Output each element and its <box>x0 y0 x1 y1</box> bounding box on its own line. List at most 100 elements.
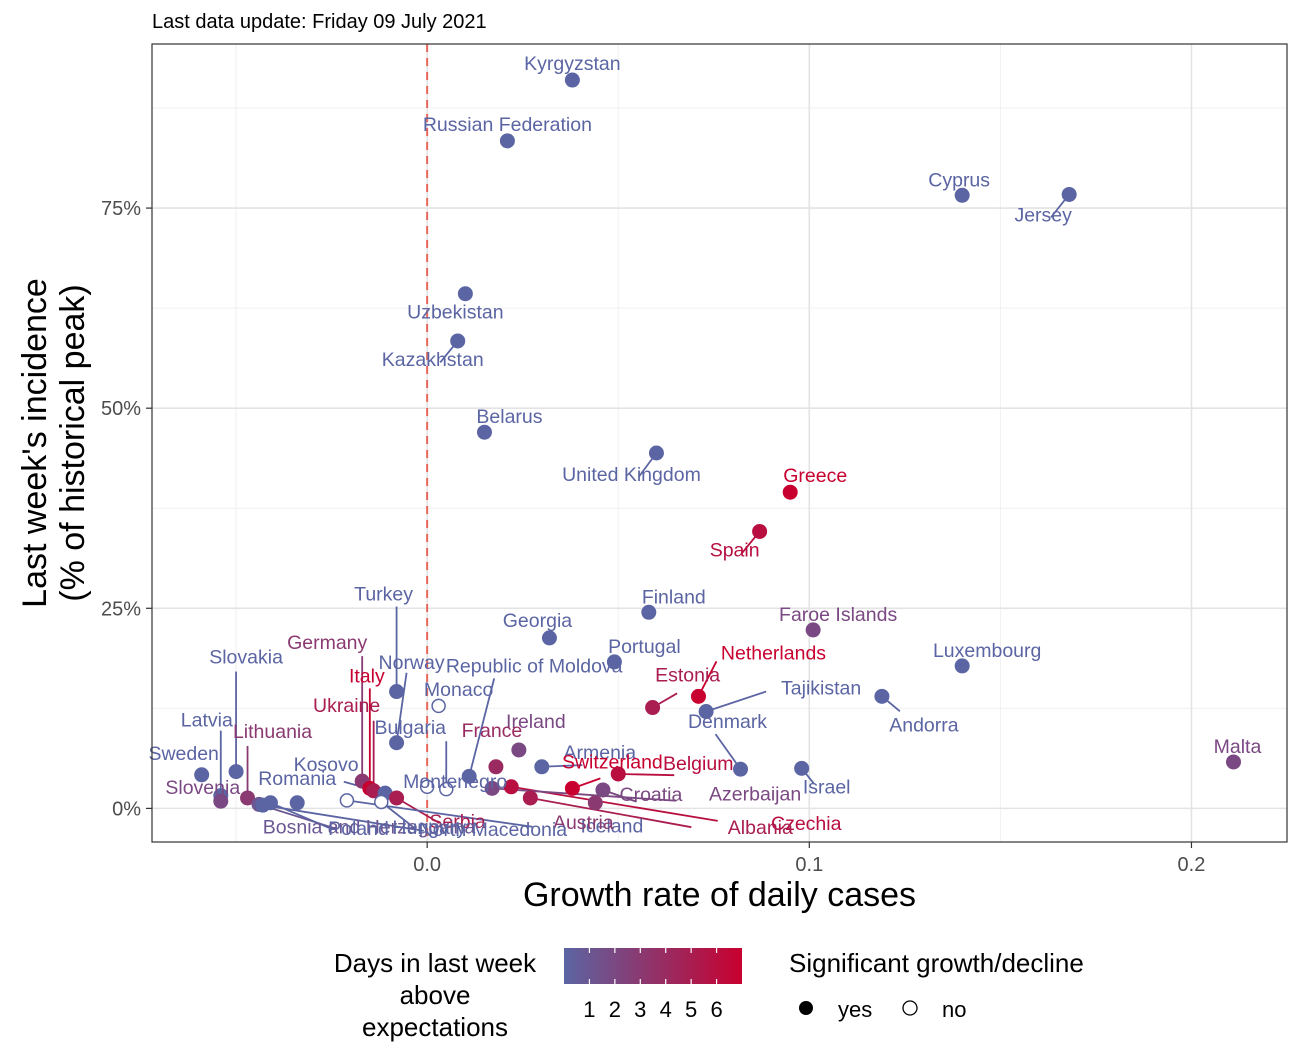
point-armenia <box>534 759 550 775</box>
label-israel: Israel <box>803 776 851 798</box>
label-sweden: Sweden <box>148 743 218 765</box>
label-ukraine: Ukraine <box>313 695 380 717</box>
x-tick-label: 0.2 <box>1178 854 1206 876</box>
point-ireland <box>511 742 527 758</box>
point-slovenia <box>213 793 229 809</box>
label-lithuania: Lithuania <box>233 721 312 743</box>
point-north-macedonia <box>255 797 271 813</box>
label-malta: Malta <box>1214 736 1262 758</box>
point-labels: Kyrgyzstan Russian Federation Cyprus Jersey… <box>148 53 1261 841</box>
point-tajikistan <box>698 704 714 720</box>
point-albania <box>522 790 538 806</box>
shape-legend: Significant growth/decline yes no <box>789 948 1084 1022</box>
point-france <box>488 759 504 775</box>
point-norway <box>389 735 405 751</box>
point-austria <box>587 795 603 811</box>
color-legend-title-line3: expectations <box>362 1012 508 1042</box>
label-leader-lines <box>219 193 1070 832</box>
point-jersey <box>1061 186 1077 202</box>
point-faroe-islands <box>805 622 821 638</box>
point-serbia <box>389 790 405 806</box>
label-italy: Italy <box>349 665 385 687</box>
label-republic-of-moldova: Republic of Moldova <box>446 655 623 677</box>
label-france: France <box>462 720 523 742</box>
point-romania <box>289 795 305 811</box>
y-axis-ticks: 0% 25% 50% 75% <box>101 198 152 820</box>
point-netherlands <box>690 688 706 704</box>
point-malta <box>1225 754 1241 770</box>
y-tick-label: 50% <box>101 398 141 420</box>
color-bar-label: 5 <box>685 997 697 1022</box>
legend-label-no: no <box>942 997 966 1022</box>
point-cyprus <box>954 187 970 203</box>
color-legend-title-line1: Days in last week <box>334 948 537 978</box>
point-belgium <box>610 766 626 782</box>
label-kazakhstan: Kazakhstan <box>382 349 484 371</box>
label-bosnia-and-herzegovina: Bosnia and Herzegovina <box>263 816 476 838</box>
point-denmark <box>733 761 749 777</box>
color-bar <box>564 948 742 984</box>
label-czechia: Czechia <box>771 813 842 835</box>
label-germany: Germany <box>287 632 367 654</box>
point-belarus <box>476 424 492 440</box>
point-spain <box>752 523 768 539</box>
point-lithuania <box>240 790 256 806</box>
point-georgia <box>541 630 557 646</box>
point-andorra <box>874 688 890 704</box>
label-uzbekistan: Uzbekistan <box>407 302 503 324</box>
label-russian-federation: Russian Federation <box>423 114 592 136</box>
x-tick-label: 0.1 <box>795 854 823 876</box>
label-united-kingdom: United Kingdom <box>562 464 701 486</box>
point-united-kingdom <box>648 445 664 461</box>
point-uzbekistan <box>457 286 473 302</box>
label-albania: Albania <box>728 817 793 839</box>
gridlines <box>152 44 1287 842</box>
color-bar-label: 4 <box>660 997 672 1022</box>
label-finland: Finland <box>642 586 706 608</box>
label-belgium: Belgium <box>663 753 733 775</box>
legend-filled-circle-icon <box>799 1001 813 1015</box>
label-slovakia: Slovakia <box>209 647 283 669</box>
label-slovenia: Slovenia <box>165 777 240 799</box>
color-bar-label: 3 <box>634 997 646 1022</box>
point-switzerland <box>564 780 580 796</box>
leader-line-norway <box>395 672 408 743</box>
label-poland: Poland <box>328 818 389 840</box>
point-iceland <box>339 793 355 808</box>
label-kyrgyzstan: Kyrgyzstan <box>524 53 620 75</box>
y-axis-label-line2: (% of historical peak) <box>54 284 92 601</box>
label-serbia: Serbia <box>429 811 486 833</box>
label-jersey: Jersey <box>1014 204 1072 226</box>
point-azerbaijan <box>484 780 500 796</box>
point-israel <box>794 760 810 776</box>
data-points <box>194 72 1241 813</box>
label-croatia: Croatia <box>620 784 683 806</box>
label-belarus: Belarus <box>476 406 542 428</box>
label-georgia: Georgia <box>503 610 573 632</box>
point-bulgaria <box>439 781 454 797</box>
x-tick-label: 0.0 <box>413 854 441 876</box>
point-sweden <box>194 767 210 783</box>
leader-line-belgium <box>618 773 675 777</box>
color-bar-label: 2 <box>609 997 621 1022</box>
plot-panel-border <box>151 43 1288 843</box>
label-azerbaijan: Azerbaijan <box>709 783 801 805</box>
label-turkey: Turkey <box>354 584 413 606</box>
label-faroe-islands: Faroe Islands <box>779 604 897 626</box>
label-kosovo: Kosovo <box>294 754 359 776</box>
label-andorra: Andorra <box>889 714 959 736</box>
point-croatia <box>595 782 611 798</box>
label-armenia: Armenia <box>563 742 636 764</box>
label-hungary: Hungary <box>392 817 466 839</box>
leader-line-albania <box>530 797 692 829</box>
label-ireland: Ireland <box>506 711 566 733</box>
point-greece <box>782 484 798 500</box>
x-axis-label: Growth rate of daily cases <box>523 876 916 914</box>
point-hungary <box>374 794 389 810</box>
point-slovakia <box>228 764 244 780</box>
label-austria: Austria <box>553 812 614 834</box>
shape-legend-title: Significant growth/decline <box>789 948 1084 978</box>
label-switzerland: Switzerland <box>562 751 663 773</box>
y-axis-label-line1: Last week's incidence <box>16 278 54 608</box>
label-latvia: Latvia <box>181 710 233 732</box>
